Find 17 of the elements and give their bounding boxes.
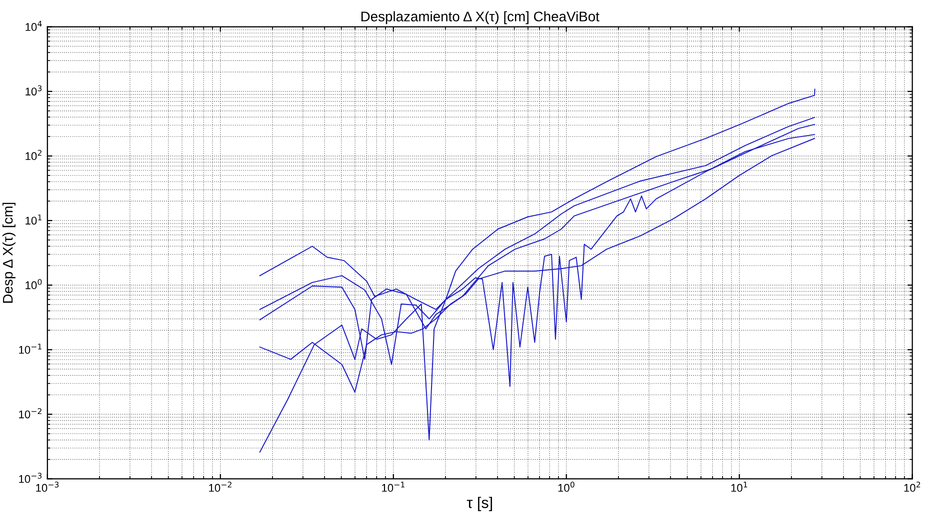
y-tick-label: 10$^{1}$ <box>26 214 42 225</box>
y-tick-label: 10$^{2}$ <box>26 150 42 160</box>
x-tick-label: 10$^{0}$ <box>558 482 574 492</box>
y-tick-label: 10$^{3}$ <box>26 85 42 96</box>
chart-title: Desplazamiento Δ X(τ) [cm] CheaViBot <box>361 11 600 24</box>
y-axis-title: Desp Δ X(τ) [cm] <box>2 202 16 303</box>
x-tick-label: 10$^{−1}$ <box>382 482 404 492</box>
y-tick-label: 10$^{−3}$ <box>19 472 42 483</box>
x-tick-label: 10$^{−2}$ <box>209 482 232 492</box>
y-tick-label: 10$^{−2}$ <box>19 408 42 418</box>
x-axis-title: τ [s] <box>466 496 492 512</box>
y-tick-label: 10$^{−1}$ <box>19 344 42 354</box>
x-tick-label: 10$^{−3}$ <box>36 482 59 492</box>
y-tick-label: 10$^{4}$ <box>26 20 42 31</box>
x-tick-label: 10$^{2}$ <box>904 482 920 492</box>
x-tick-label: 10$^{1}$ <box>731 482 748 492</box>
y-tick-label: 10$^{0}$ <box>26 279 42 290</box>
